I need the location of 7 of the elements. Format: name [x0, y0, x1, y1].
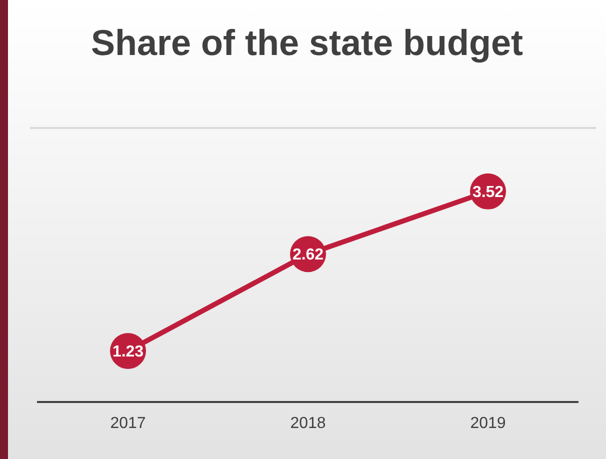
data-label: 3.52 [472, 184, 504, 201]
chart-title: Share of the state budget [90, 22, 524, 64]
x-tick-label: 2018 [290, 414, 326, 432]
x-tick-label: 2017 [110, 414, 146, 432]
data-label: 1.23 [112, 343, 144, 360]
data-label: 2.62 [292, 246, 324, 264]
x-tick-label: 2019 [470, 414, 506, 432]
